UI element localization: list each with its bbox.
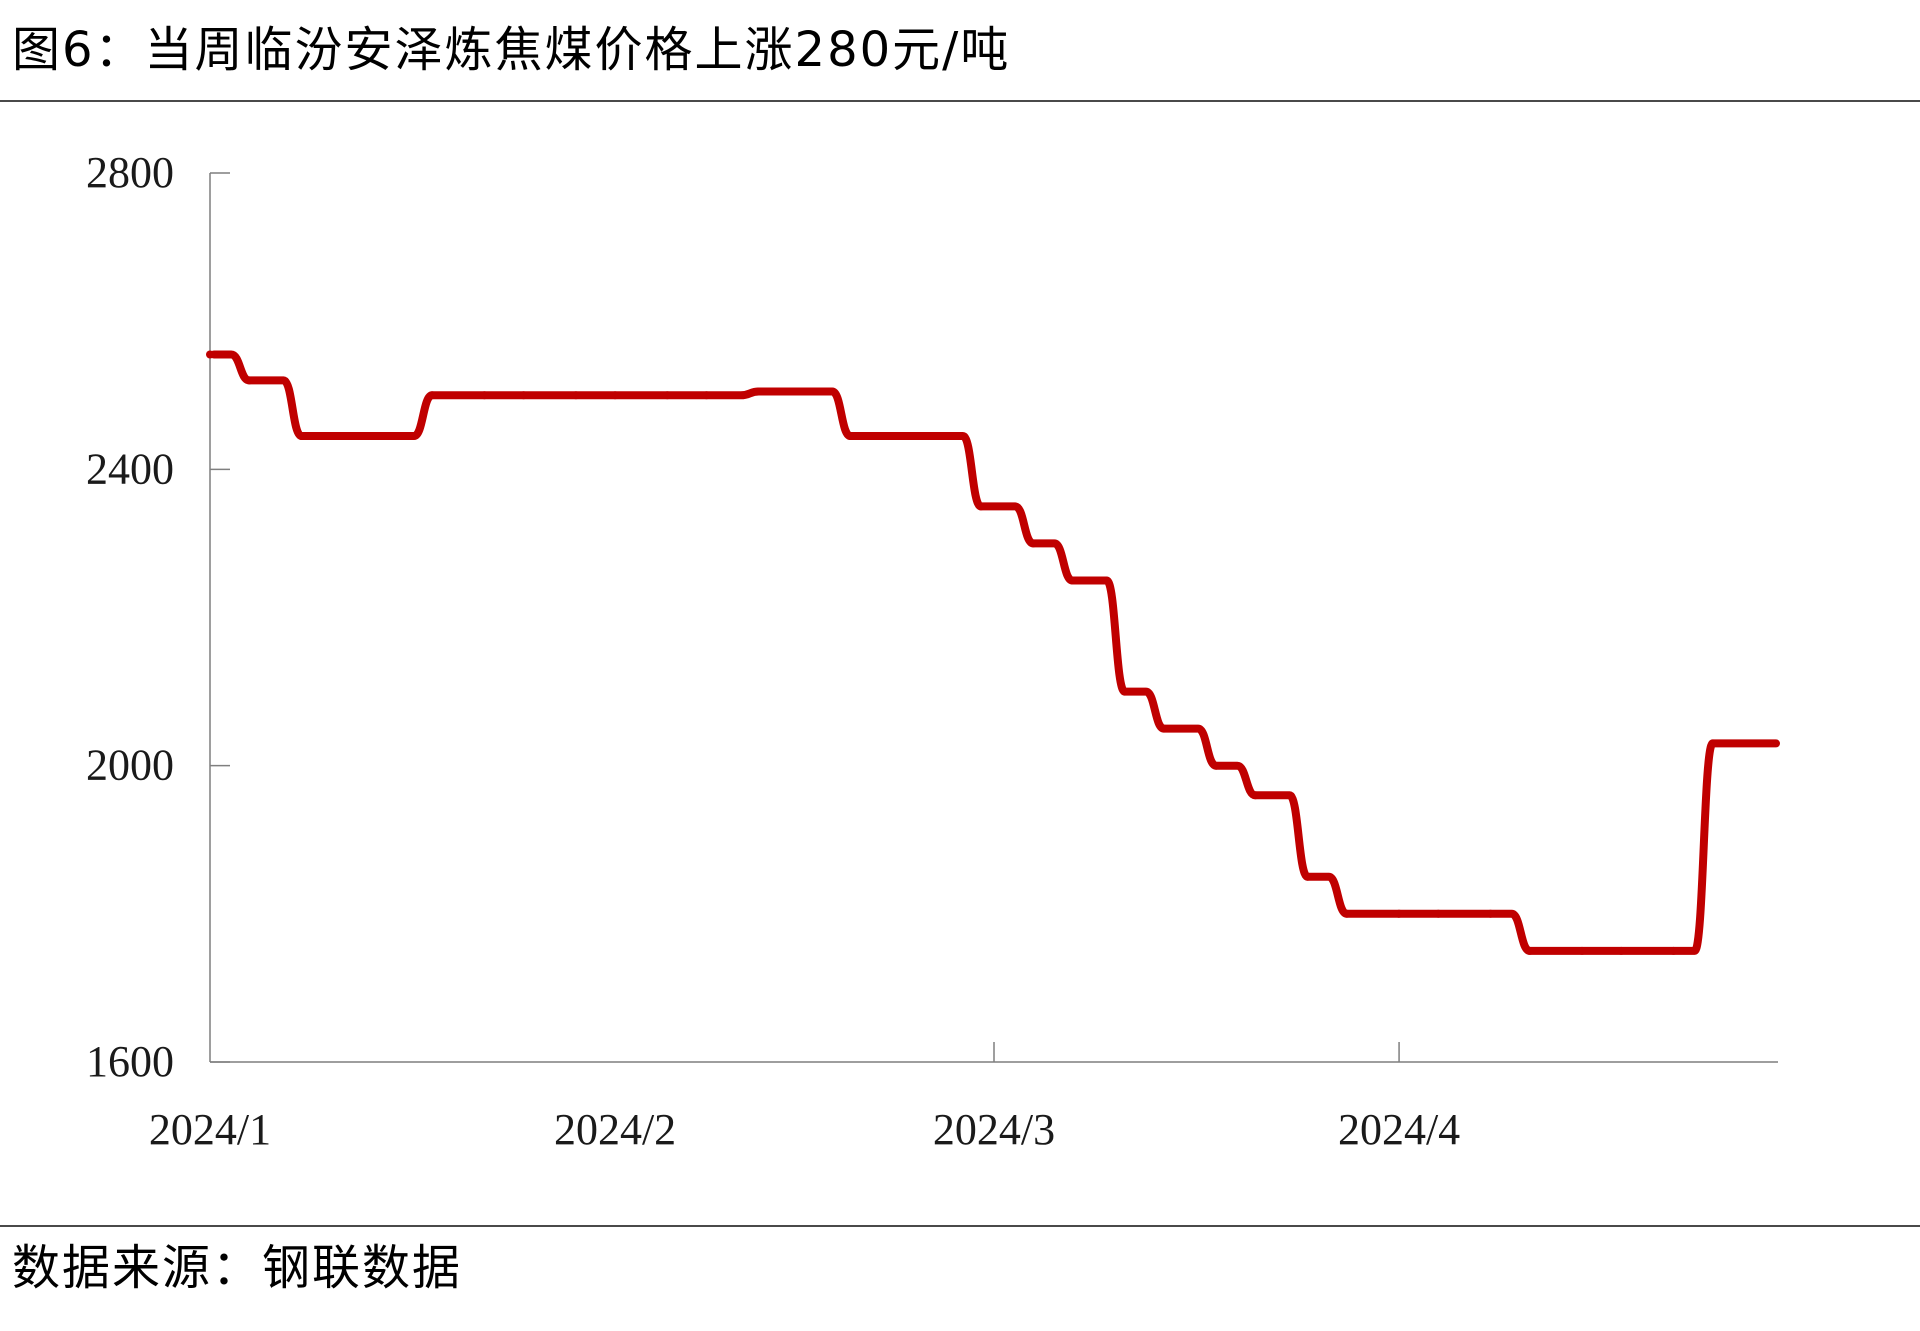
data-point bbox=[1251, 791, 1260, 800]
x-tick-label: 2024/4 bbox=[1338, 1105, 1460, 1154]
data-point bbox=[571, 391, 580, 400]
data-point bbox=[480, 391, 489, 400]
data-point bbox=[976, 502, 985, 511]
data-point bbox=[388, 432, 397, 440]
data-point bbox=[1486, 909, 1495, 918]
y-tick-label: 2000 bbox=[86, 741, 174, 790]
data-point bbox=[885, 432, 894, 440]
bottom-divider bbox=[0, 1225, 1920, 1227]
y-tick-label: 2400 bbox=[86, 444, 174, 493]
x-tick-label: 2024/3 bbox=[933, 1105, 1055, 1154]
data-point bbox=[1395, 909, 1404, 918]
data-point bbox=[663, 391, 672, 400]
data-point bbox=[937, 432, 946, 440]
data-point bbox=[206, 350, 214, 359]
data-point bbox=[1525, 946, 1534, 955]
data-point bbox=[1303, 872, 1312, 881]
x-tick-label: 2024/1 bbox=[149, 1105, 271, 1154]
data-point bbox=[1029, 539, 1038, 548]
top-divider bbox=[0, 100, 1920, 102]
data-point bbox=[1434, 909, 1443, 918]
chart-axes bbox=[209, 172, 1778, 1063]
data-point bbox=[611, 391, 620, 400]
data-point bbox=[794, 387, 802, 396]
data-point bbox=[1212, 761, 1221, 770]
figure-title: 图6：当周临汾安泽炼焦煤价格上涨280元/吨 bbox=[12, 22, 1011, 78]
plot-area bbox=[206, 350, 1780, 955]
data-point bbox=[297, 432, 306, 440]
y-axis-labels: 2800 2400 2000 1600 bbox=[86, 148, 174, 1086]
data-point bbox=[846, 432, 855, 440]
y-tick-label: 1600 bbox=[86, 1037, 174, 1086]
data-point bbox=[1120, 687, 1129, 696]
price-series-line bbox=[210, 350, 1780, 955]
data-point bbox=[1068, 576, 1077, 585]
y-tick-label: 2800 bbox=[86, 148, 174, 197]
data-point bbox=[336, 432, 345, 440]
data-point bbox=[702, 391, 711, 400]
data-point bbox=[1159, 724, 1168, 733]
x-tick-label: 2024/2 bbox=[554, 1105, 676, 1154]
data-point bbox=[519, 391, 528, 400]
data-point bbox=[754, 387, 763, 396]
data-point bbox=[1669, 946, 1678, 955]
x-axis-labels: 2024/1 2024/2 2024/3 2024/4 bbox=[149, 1105, 1460, 1154]
data-point bbox=[1578, 946, 1586, 955]
data-point bbox=[1617, 946, 1626, 955]
data-point bbox=[1342, 909, 1351, 918]
data-point bbox=[1708, 739, 1717, 748]
data-point bbox=[428, 391, 437, 400]
data-source: 数据来源：钢联数据 bbox=[12, 1240, 463, 1296]
data-point bbox=[245, 376, 254, 385]
